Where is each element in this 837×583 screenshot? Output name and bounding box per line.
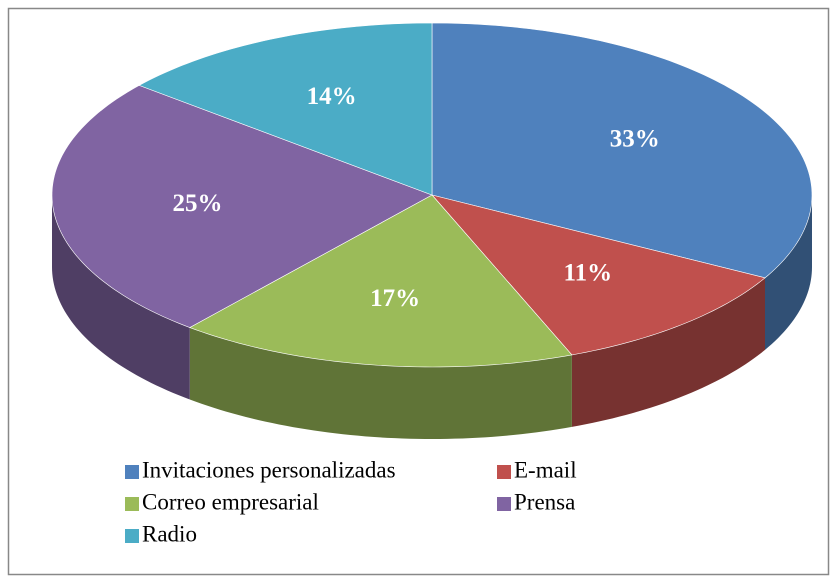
slice	[138, 22, 433, 196]
slice	[51, 85, 433, 328]
legend-label: E-mail	[514, 457, 577, 482]
data-label: 14%	[307, 83, 357, 110]
legend-label: Invitaciones personalizadas	[142, 457, 396, 482]
data-label: 11%	[563, 260, 612, 287]
legend-label: Correo empresarial	[142, 489, 319, 514]
slice	[189, 194, 573, 368]
legend-swatch	[125, 497, 139, 511]
legend-swatch	[497, 497, 511, 511]
slice-side	[571, 277, 765, 427]
data-label: 17%	[370, 285, 420, 312]
legend-swatch	[125, 465, 139, 479]
slice	[431, 194, 766, 356]
slice	[431, 22, 813, 279]
legend-swatch	[125, 529, 139, 543]
data-label: 33%	[610, 125, 660, 152]
data-label: 25%	[172, 190, 222, 217]
legend-label: Prensa	[514, 489, 575, 514]
slice-side	[189, 327, 572, 439]
legend-swatch	[497, 465, 511, 479]
slice-side	[764, 195, 812, 350]
legend-label: Radio	[142, 521, 197, 546]
slice-side	[52, 195, 190, 400]
